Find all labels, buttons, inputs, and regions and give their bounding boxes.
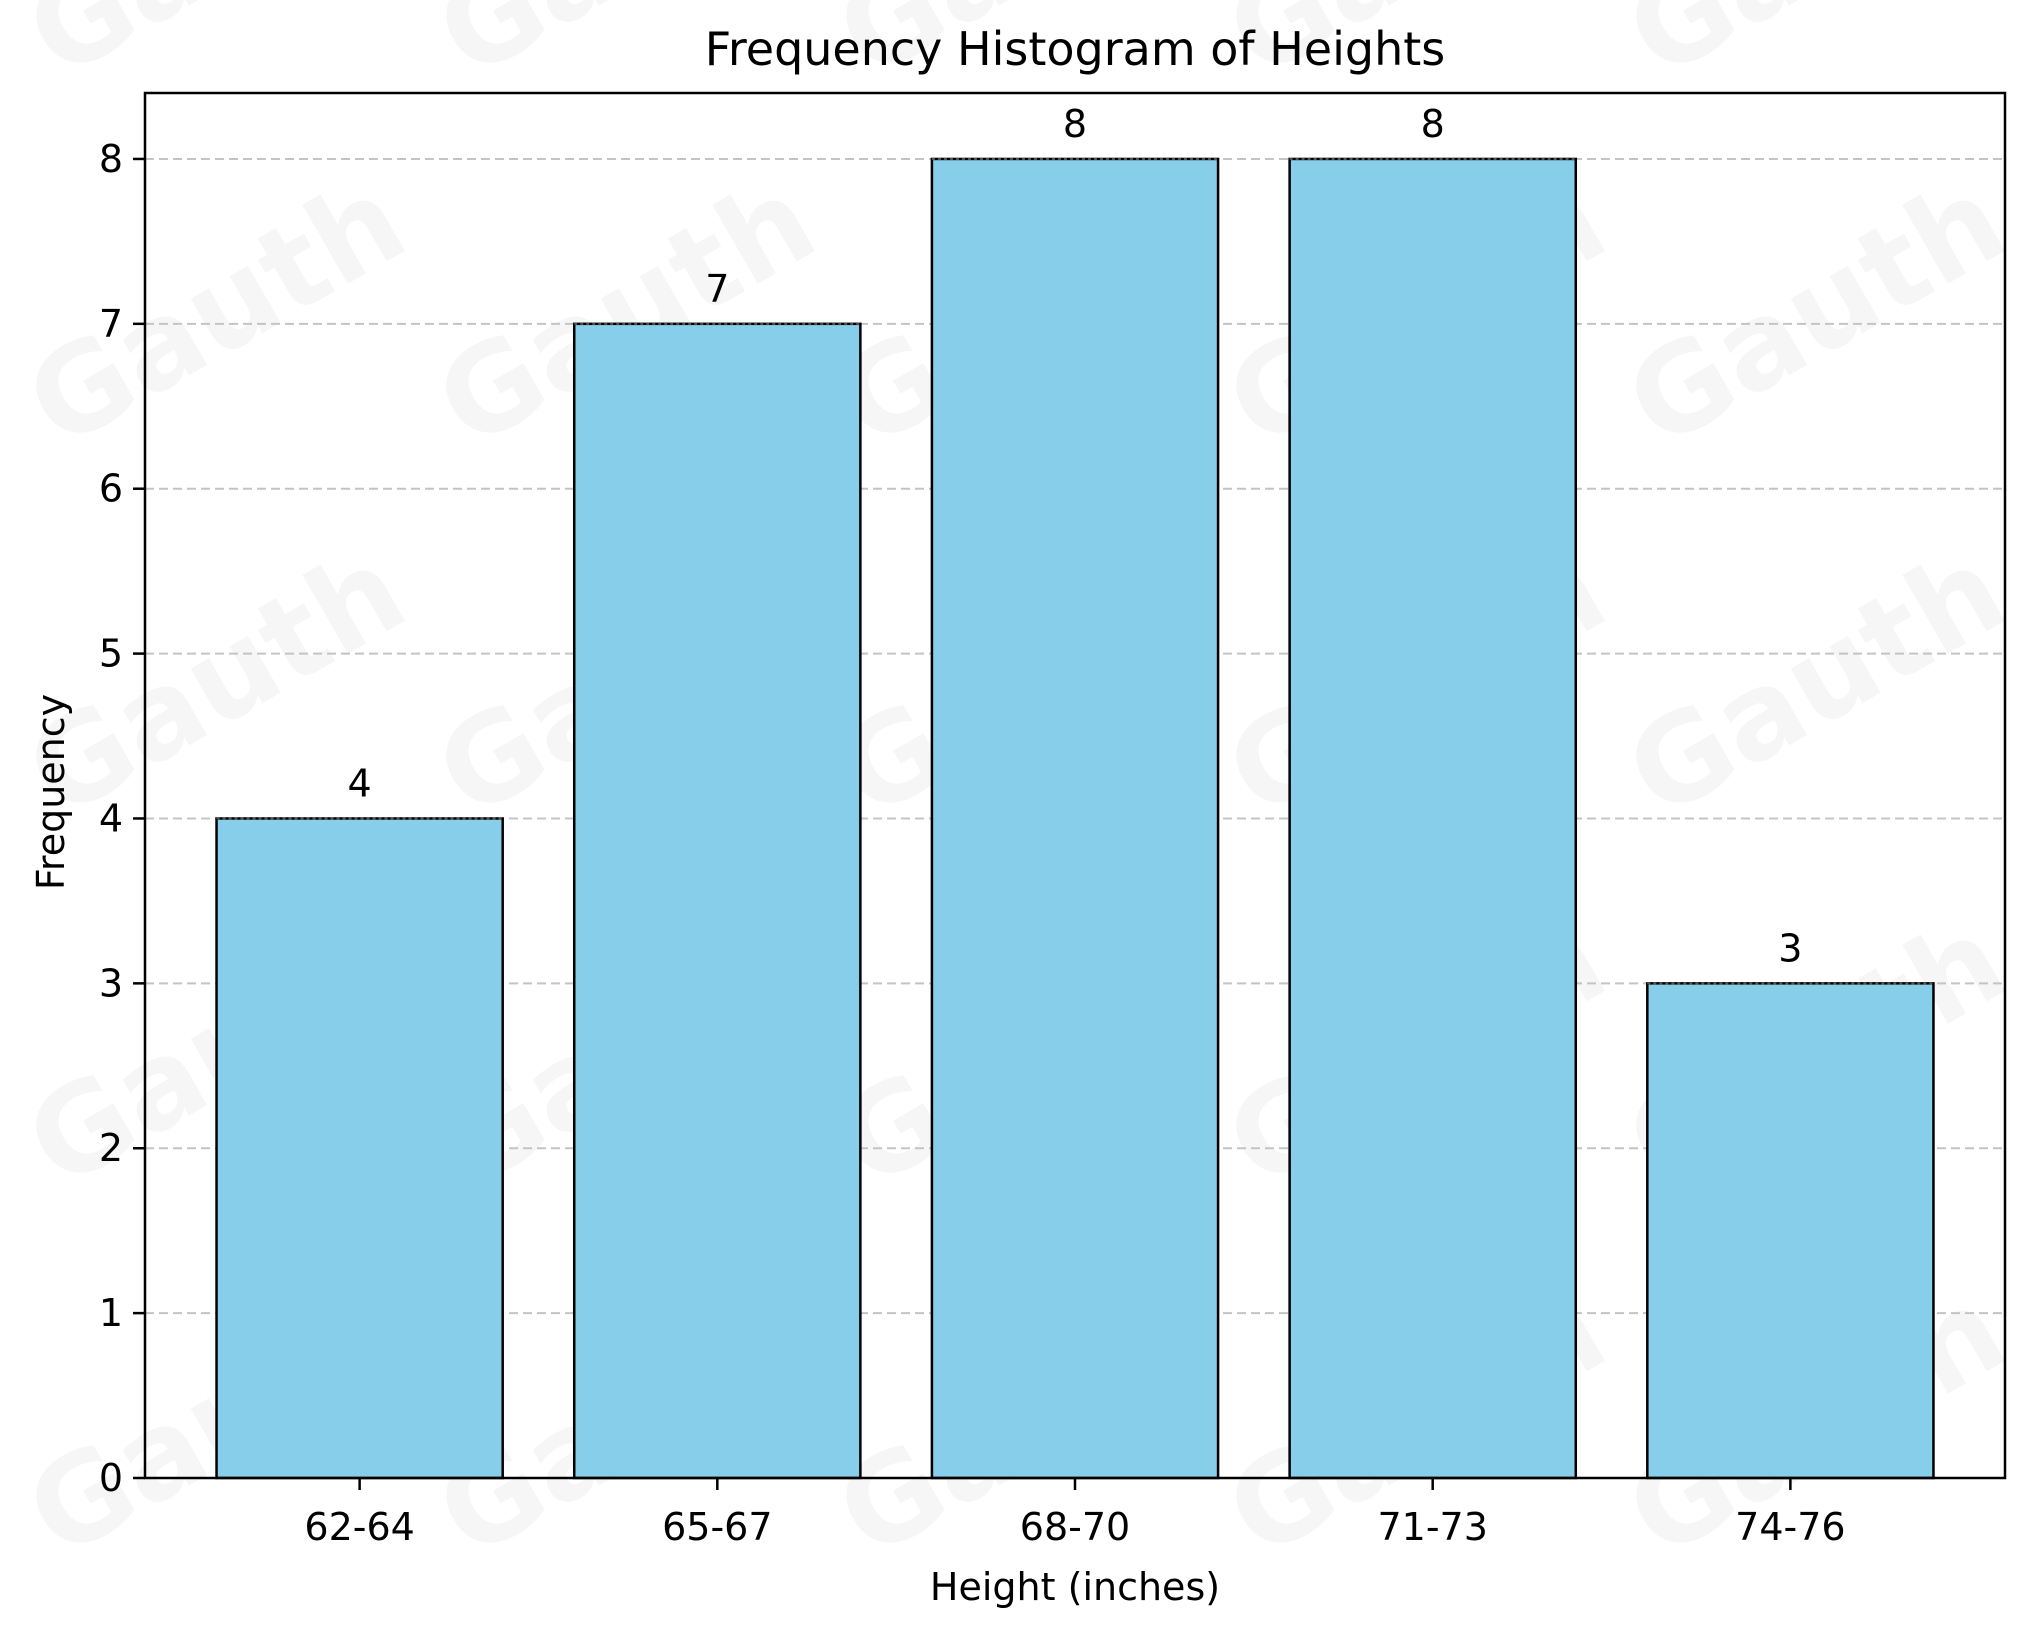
- bars: [215, 157, 1935, 1480]
- data-label-71-73: 8: [1421, 102, 1445, 146]
- bar-65-67: [572, 322, 862, 1480]
- x-tick-label-71-73: 71-73: [1377, 1505, 1487, 1549]
- y-tick-label-0: 0: [99, 1456, 123, 1500]
- bar-74-76: [1646, 982, 1935, 1480]
- x-tick-label-65-67: 65-67: [662, 1505, 772, 1549]
- data-label-62-64: 4: [348, 761, 372, 805]
- y-tick-label-8: 8: [99, 137, 123, 181]
- bar-71-73: [1288, 157, 1578, 1480]
- chart-title: Frequency Histogram of Heights: [705, 22, 1446, 76]
- x-axis-label: Height (inches): [930, 1565, 1220, 1609]
- y-tick-label-4: 4: [99, 796, 123, 840]
- x-tick-label-62-64: 62-64: [304, 1505, 414, 1549]
- y-tick-label-2: 2: [99, 1126, 123, 1170]
- y-tick-label-1: 1: [99, 1291, 123, 1335]
- bar-62-64: [215, 817, 504, 1480]
- data-label-65-67: 7: [705, 267, 729, 311]
- x-axis-ticks: 62-64 65-67 68-70 71-73 74-76: [304, 1478, 1846, 1549]
- data-label-68-70: 8: [1063, 102, 1087, 146]
- x-tick-label-68-70: 68-70: [1020, 1505, 1130, 1549]
- data-label-74-76: 3: [1778, 926, 1802, 970]
- y-axis-ticks: 0 1 2 3 4 5 6 7 8: [99, 137, 145, 1500]
- y-tick-label-3: 3: [99, 961, 123, 1005]
- x-tick-label-74-76: 74-76: [1735, 1505, 1845, 1549]
- bar-68-70: [930, 157, 1220, 1480]
- y-tick-label-5: 5: [99, 632, 123, 676]
- y-tick-label-6: 6: [99, 467, 123, 511]
- data-labels: 4 7 8 8 3: [348, 102, 1803, 970]
- y-axis-label: Frequency: [29, 694, 73, 890]
- y-tick-label-7: 7: [99, 302, 123, 346]
